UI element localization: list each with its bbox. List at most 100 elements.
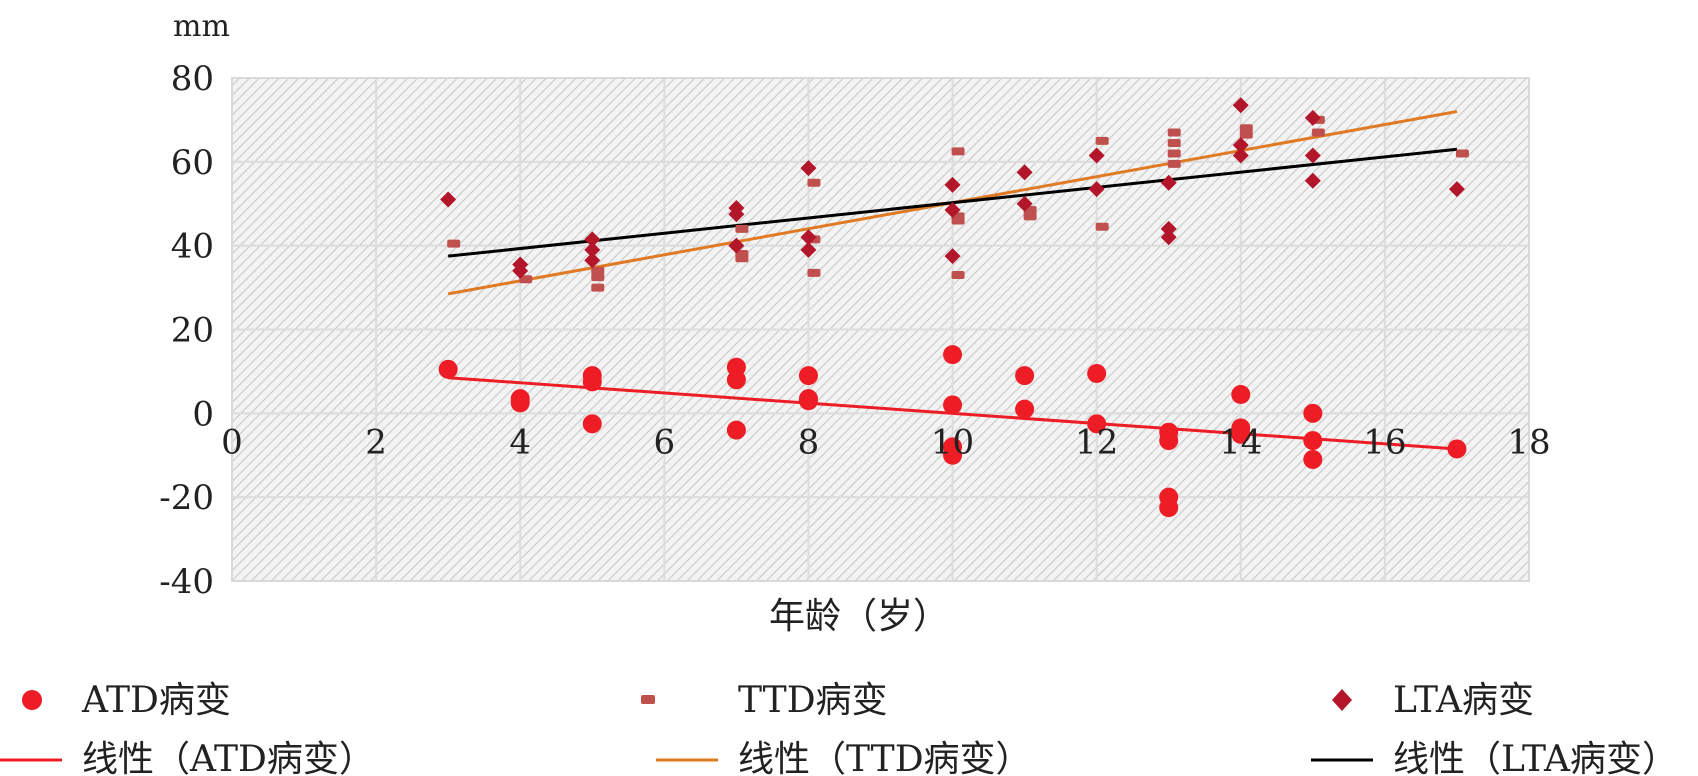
point-lta (1160, 220, 1177, 237)
point-ttd (1095, 136, 1109, 145)
point-ttd (951, 271, 965, 280)
y-tick-label: 40 (171, 227, 214, 267)
x-tick-label: 10 (931, 422, 974, 462)
point-lta (1016, 195, 1033, 212)
point-lta (584, 252, 601, 269)
point-lta (1448, 181, 1465, 198)
legend-label-lta: LTA病变 (1393, 680, 1534, 721)
legend: ATD病变 TTD病变 LTA病变 线性（ATD病变） 线性（TTD病变） 线性… (0, 680, 1678, 776)
y-tick-label: -20 (159, 478, 214, 518)
point-ttd (447, 239, 461, 248)
point-lta (1016, 164, 1033, 181)
legend-label-ttd: TTD病变 (738, 680, 888, 721)
point-lta (1232, 147, 1249, 164)
x-tick-label: 12 (1075, 422, 1118, 462)
point-ttd (1455, 149, 1469, 158)
point-lta (800, 241, 817, 258)
y-unit-label: mm (173, 9, 230, 44)
point-lta (440, 191, 457, 208)
point-ttd (591, 273, 605, 282)
point-lta (1304, 109, 1321, 126)
legend-item-lta-trend: 线性（LTA病变） (1311, 739, 1678, 776)
point-atd (1303, 449, 1323, 469)
point-atd (1231, 384, 1251, 404)
point-ttd (519, 275, 533, 284)
point-atd (798, 366, 818, 386)
point-ttd (1239, 124, 1253, 133)
point-atd (1159, 498, 1179, 518)
point-lta (584, 241, 601, 258)
point-atd (1087, 364, 1107, 384)
point-ttd (1095, 222, 1109, 231)
point-ttd (1239, 130, 1253, 139)
point-atd (1015, 366, 1035, 386)
legend-item-ttd-trend: 线性（TTD病变） (656, 739, 1032, 776)
point-atd (1303, 431, 1323, 451)
point-ttd (1311, 128, 1325, 137)
x-tick-label: 2 (365, 422, 387, 462)
point-atd (510, 393, 530, 413)
point-atd (1015, 399, 1035, 419)
y-tick-labels: 80 60 40 20 0 -20 -40 (159, 59, 214, 602)
x-tick-label: 16 (1363, 422, 1406, 462)
point-atd (1231, 424, 1251, 444)
legend-item-ttd: TTD病变 (641, 680, 888, 721)
legend-item-atd-trend: 线性（ATD病变） (0, 739, 375, 776)
point-lta (1232, 137, 1249, 154)
point-ttd (735, 224, 749, 233)
point-atd (726, 420, 746, 440)
point-atd (943, 345, 963, 365)
point-ttd (1023, 212, 1037, 221)
point-ttd (1167, 149, 1181, 158)
legend-item-lta: LTA病变 (1332, 680, 1534, 721)
x-axis-title: 年龄（岁） (769, 596, 949, 637)
point-atd (943, 445, 963, 465)
legend-label-ttd-trend: 线性（TTD病变） (738, 739, 1032, 776)
point-lta (1088, 147, 1105, 164)
point-lta (728, 206, 745, 223)
legend-label-atd-trend: 线性（ATD病变） (82, 739, 375, 776)
point-ttd (807, 268, 821, 277)
legend-marker-atd (22, 690, 42, 710)
point-lta (1160, 229, 1177, 246)
point-ttd (951, 216, 965, 225)
legend-item-atd: ATD病变 (22, 680, 231, 721)
x-tick-label: 18 (1507, 422, 1550, 462)
y-tick-label: 0 (192, 394, 214, 434)
x-tick-label: 0 (221, 422, 243, 462)
point-atd (582, 372, 602, 392)
x-tick-label: 4 (509, 422, 531, 462)
point-atd (943, 395, 963, 415)
point-atd (798, 391, 818, 411)
point-ttd (951, 147, 965, 156)
point-atd (1303, 403, 1323, 423)
y-tick-label: 20 (171, 311, 214, 351)
point-lta (800, 160, 817, 177)
data-points (438, 97, 1469, 518)
point-atd (726, 370, 746, 390)
y-tick-label: 60 (171, 143, 214, 183)
point-ttd (735, 254, 749, 263)
point-lta (1088, 181, 1105, 198)
x-tick-label: 14 (1219, 422, 1262, 462)
point-atd (1159, 431, 1179, 451)
plot-border (231, 77, 1530, 582)
point-lta (512, 262, 529, 279)
point-lta (1304, 172, 1321, 189)
point-lta (800, 229, 817, 246)
point-lta (944, 176, 961, 193)
point-atd (438, 359, 458, 379)
point-atd (1447, 439, 1467, 459)
y-tick-label: 80 (171, 59, 214, 99)
legend-label-atd: ATD病变 (81, 680, 231, 721)
point-ttd (807, 178, 821, 187)
point-atd (582, 414, 602, 434)
legend-marker-lta (1332, 689, 1352, 711)
point-ttd (1167, 128, 1181, 137)
point-ttd (1167, 138, 1181, 147)
point-atd (1087, 414, 1107, 434)
point-ttd (591, 283, 605, 292)
x-tick-labels: 0 2 4 6 8 10 12 14 16 18 (221, 422, 1550, 462)
x-tick-label: 8 (798, 422, 820, 462)
